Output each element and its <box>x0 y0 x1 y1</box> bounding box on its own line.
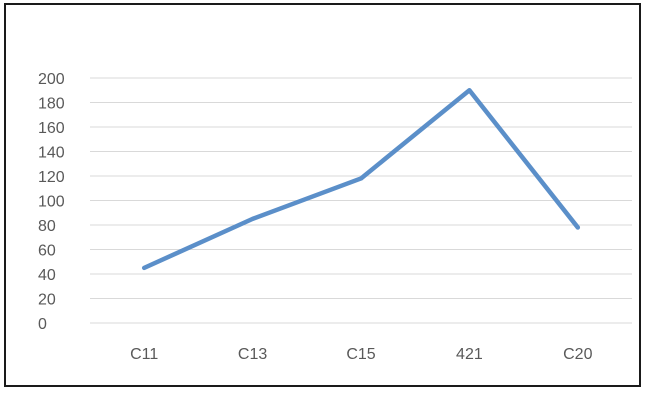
y-tick-label: 160 <box>38 120 65 137</box>
x-tick-label: C11 <box>130 346 158 363</box>
x-tick-label: C20 <box>563 346 592 363</box>
series-line-0 <box>141 88 581 271</box>
x-axis-ticks: C11 C13 C15 421 C20 <box>130 346 592 363</box>
y-tick-label: 40 <box>38 267 56 284</box>
y-tick-label: 180 <box>38 96 65 113</box>
series-group <box>141 88 581 271</box>
x-tick-label: C15 <box>346 346 375 363</box>
gridlines <box>90 77 632 324</box>
x-tick-label: C13 <box>238 346 267 363</box>
y-tick-label: 60 <box>38 243 56 260</box>
y-tick-label: 0 <box>38 316 47 333</box>
y-tick-label: 140 <box>38 145 65 162</box>
y-tick-label: 200 <box>38 71 65 88</box>
y-tick-label: 20 <box>38 292 56 309</box>
y-tick-label: 80 <box>38 218 56 235</box>
y-tick-label: 120 <box>38 169 65 186</box>
y-axis-ticks: 0 20 40 60 80 100 120 140 160 180 200 <box>38 71 65 333</box>
y-tick-label: 100 <box>38 194 65 211</box>
x-tick-label: 421 <box>456 346 483 363</box>
